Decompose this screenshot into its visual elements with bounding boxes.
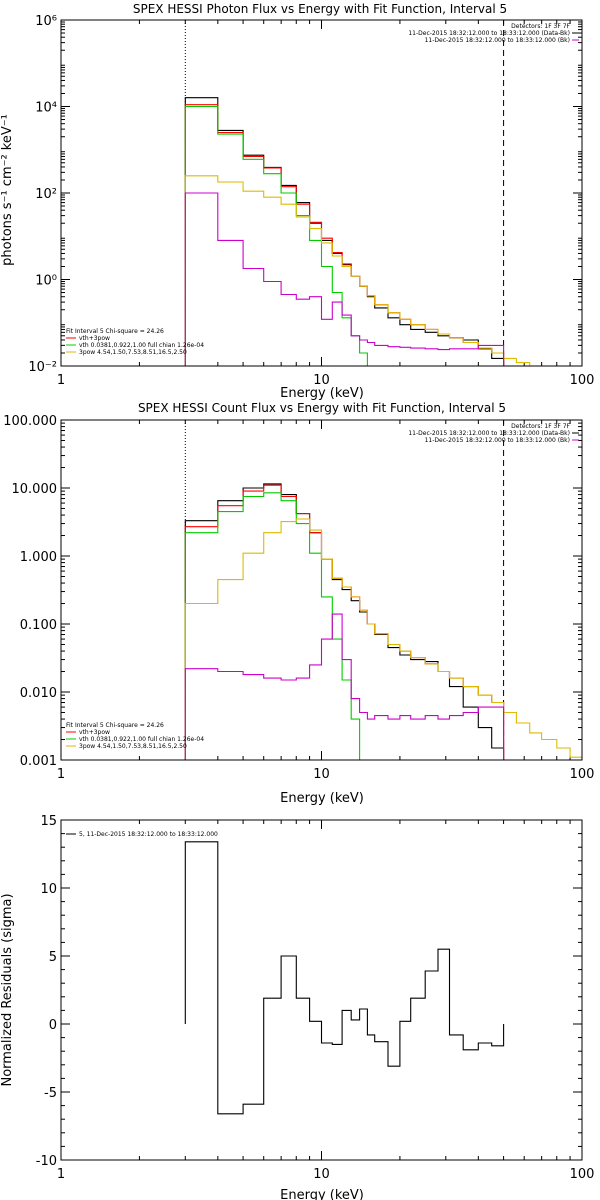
legend-right-text: Detectors: 1F 3F 7F	[511, 23, 570, 30]
y-tick-label: 10⁻²	[28, 360, 57, 375]
legend-left-text: 3pow 4.54,1.50,7.53,8.51,16.5,2.50	[79, 743, 187, 750]
y-tick-label: -5	[44, 1086, 57, 1101]
y-tick-label: 0	[49, 1018, 57, 1033]
residuals-ylabel: Normalized Residuals (sigma)	[0, 893, 15, 1086]
count-series-vth-3pow	[184, 484, 505, 760]
photon-series-data-bk	[184, 97, 505, 366]
legend-right-text: 11-Dec-2015 18:32:12.000 to 18:33:12.000…	[408, 430, 570, 437]
photon-series-vth	[184, 105, 375, 367]
y-tick-label: 10⁶	[35, 14, 57, 29]
legend-left-text: Fit Interval 5 Chi-square = 24.26	[66, 328, 164, 335]
legend-left-text: vth+3pow	[79, 335, 110, 342]
y-tick-label: 100.000	[3, 414, 57, 429]
photon-series-layer	[184, 20, 557, 367]
x-tick-label: 1	[57, 1167, 65, 1182]
legend-right-text: Detectors: 1F 3F 7F	[511, 423, 570, 430]
y-tick-label: 10⁴	[35, 101, 57, 116]
legend-left-text: vth+3pow	[79, 729, 110, 736]
count-series-bk	[184, 613, 505, 760]
photon-series-bk	[184, 192, 505, 366]
count-series-3pow	[184, 518, 583, 760]
residuals-ticks-layer: 1 10 100 -10 -5 0 5 10 15	[36, 814, 595, 1182]
residuals-series-layer	[184, 841, 505, 1115]
legend-right-text: 11-Dec-2015 18:32:12.000 to 18:33:12.000…	[425, 437, 570, 444]
photon-ticks-layer: 1 10 100 10⁻² 10⁰ 10² 10⁴ 10⁶	[28, 14, 594, 388]
residuals-legend-layer: 5, 11-Dec-2015 18:32:12.000 to 18:33:12.…	[66, 831, 218, 838]
y-tick-label: 5	[49, 950, 57, 965]
y-tick-label: 10²	[35, 187, 57, 202]
residuals-plot-frame	[60, 819, 583, 1161]
x-tick-label: 10	[313, 373, 330, 388]
x-tick-label: 1	[57, 373, 65, 388]
photon-series-vth-3pow	[184, 104, 505, 366]
photon-plot-frame	[60, 19, 583, 367]
count-panel-xlabel: Energy (keV)	[280, 791, 364, 806]
residuals-series-residual	[184, 841, 505, 1115]
photon-panel-title: SPEX HESSI Photon Flux vs Energy with Fi…	[133, 2, 507, 16]
y-tick-label: 15	[40, 814, 57, 829]
residuals-xlabel: Energy (keV)	[280, 1188, 364, 1200]
x-tick-label: 100	[570, 767, 595, 782]
y-tick-label: 0.010	[20, 686, 57, 701]
y-tick-label: -10	[36, 1154, 57, 1169]
count-plot-frame	[60, 419, 583, 761]
photon-flux-panel: SPEX HESSI Photon Flux vs Energy with Fi…	[0, 2, 594, 401]
legend-left-text: 5, 11-Dec-2015 18:32:12.000 to 18:33:12.…	[79, 831, 218, 838]
count-panel-title: SPEX HESSI Count Flux vs Energy with Fit…	[138, 401, 506, 415]
x-tick-label: 10	[313, 1167, 330, 1182]
legend-left-text: 3pow 4.54,1.50,7.53,8.51,16.5,2.50	[79, 349, 187, 356]
photon-series-3pow	[184, 175, 557, 367]
y-tick-label: 10	[40, 882, 57, 897]
x-tick-label: 100	[570, 373, 595, 388]
x-tick-label: 10	[313, 767, 330, 782]
legend-left-text: vth 0.0381,0.922,1.00 full chian 1.26e-0…	[79, 736, 204, 743]
x-tick-label: 100	[570, 1167, 595, 1182]
count-flux-panel: SPEX HESSI Count Flux vs Energy with Fit…	[3, 401, 594, 806]
legend-right-text: 11-Dec-2015 18:32:12.000 to 18:33:12.000…	[425, 37, 570, 44]
count-series-layer	[184, 420, 583, 761]
legend-right-text: 11-Dec-2015 18:32:12.000 to 18:33:12.000…	[408, 30, 570, 37]
y-tick-label: 0.100	[20, 618, 57, 633]
legend-left-text: Fit Interval 5 Chi-square = 24.26	[66, 722, 164, 729]
photon-panel-xlabel: Energy (keV)	[280, 386, 364, 401]
photon-panel-ylabel: photons s⁻¹ cm⁻² keV⁻¹	[0, 114, 15, 266]
y-tick-label: 1.000	[20, 550, 57, 565]
y-tick-label: 0.001	[20, 754, 57, 769]
legend-left-text: vth 0.0381,0.922,1.00 full chian 1.26e-0…	[79, 342, 204, 349]
x-tick-label: 1	[57, 767, 65, 782]
residuals-panel: Normalized Residuals (sigma) Energy (keV…	[0, 814, 594, 1200]
count-ticks-layer: 1 10 100 0.001 0.010 0.100 1.000 10.000 100.000	[3, 414, 594, 782]
y-tick-label: 10.000	[12, 482, 58, 497]
y-tick-label: 10⁰	[35, 274, 57, 289]
count-series-data-bk	[184, 483, 505, 760]
